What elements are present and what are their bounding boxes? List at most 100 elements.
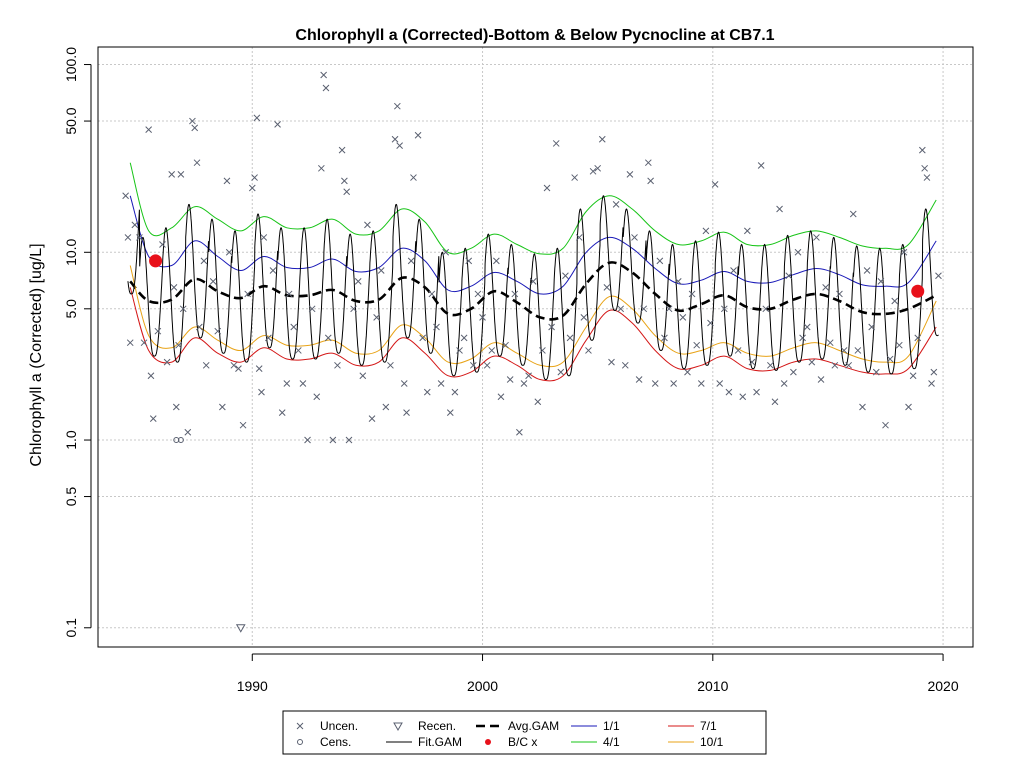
uncensored-point-97 — [502, 341, 509, 349]
uncensored-point-123 — [621, 361, 629, 369]
legend-symbol — [485, 739, 491, 745]
uncensored-point-144 — [716, 380, 724, 387]
uncensored-point-124 — [626, 171, 634, 178]
legend-label: Avg.GAM — [508, 719, 559, 733]
uncensored-point-132 — [661, 334, 668, 342]
uncensored-point-7 — [147, 372, 155, 380]
uncensored-point-110 — [562, 272, 569, 280]
uncensored-point-178 — [872, 368, 880, 376]
uncensored-point-182 — [891, 297, 899, 305]
uncensored-point-96 — [497, 393, 505, 401]
uncensored-point-175 — [859, 403, 866, 411]
uncensored-point-158 — [780, 380, 788, 387]
uncensored-point-8 — [149, 415, 157, 422]
uncensored-point-150 — [743, 227, 751, 235]
legend-label: Recen. — [418, 719, 456, 733]
fit-gam-line — [127, 195, 939, 380]
uncensored-point-148 — [734, 347, 742, 354]
uncensored-point-172 — [845, 361, 853, 369]
uncensored-point-136 — [679, 314, 687, 321]
uncensored-point-21 — [193, 159, 201, 167]
uncensored-point-48 — [299, 380, 307, 387]
uncensored-point-193 — [935, 272, 942, 280]
uncensored-point-9 — [154, 327, 162, 335]
legend-item-uncen-: Uncen. — [296, 719, 358, 733]
uncensored-point-60 — [343, 188, 351, 196]
uncensored-point-3 — [131, 221, 139, 229]
uncensored-point-75 — [403, 409, 410, 416]
uncensored-point-116 — [589, 167, 597, 175]
uncensored-point-141 — [702, 227, 710, 235]
uncensored-point-16 — [177, 171, 185, 178]
uncensored-point-10 — [159, 241, 166, 248]
uncensored-point-55 — [324, 334, 332, 342]
uncensored-point-170 — [836, 290, 843, 298]
uncensored-point-92 — [479, 314, 486, 321]
uncensored-point-162 — [799, 334, 806, 342]
uncensored-point-53 — [320, 71, 328, 79]
uncensored-point-78 — [414, 131, 422, 139]
uncensored-point-73 — [396, 142, 403, 149]
uncensored-point-63 — [354, 278, 362, 285]
uncensored-point-4 — [136, 234, 143, 241]
bc-points — [149, 254, 925, 298]
uncensored-point-88 — [460, 334, 468, 342]
chart-title: Chlorophyll a (Corrected)-Bottom & Below… — [295, 27, 774, 44]
x-tick-label-0: 1990 — [237, 678, 268, 694]
uncensored-point-50 — [308, 305, 316, 313]
uncensored-point-56 — [329, 436, 337, 444]
uncensored-point-179 — [877, 278, 885, 285]
uncensored-point-62 — [350, 305, 357, 313]
uncensored-point-59 — [341, 177, 348, 185]
uncensored-point-111 — [566, 334, 574, 342]
uncensored-point-83 — [437, 380, 445, 387]
uncensored-point-104 — [534, 398, 542, 406]
uncensored-point-117 — [594, 164, 602, 172]
uncensored-point-44 — [283, 380, 291, 387]
data-points — [122, 71, 942, 633]
uncensored-point-66 — [368, 415, 376, 422]
y-tick-label-1: 0.5 — [63, 487, 79, 507]
uncensored-point-142 — [707, 319, 714, 327]
uncensored-point-191 — [928, 380, 935, 387]
uncensored-point-28 — [223, 177, 231, 185]
bc-point-1 — [911, 284, 925, 298]
y-axis-label: Chlorophyll a (Corrected) [ug/L] — [28, 243, 45, 466]
legend-label: 1/1 — [603, 719, 620, 733]
uncensored-point-6 — [145, 126, 153, 134]
legend-symbol — [296, 722, 304, 730]
uncensored-point-112 — [571, 174, 578, 181]
uncensored-point-34 — [248, 184, 256, 192]
uncensored-point-54 — [322, 84, 330, 92]
uncensored-point-37 — [255, 365, 263, 373]
uncensored-point-93 — [483, 361, 491, 369]
series-lines — [127, 162, 939, 382]
uncensored-point-156 — [771, 398, 779, 406]
uncensored-point-100 — [516, 428, 523, 436]
uncensored-point-89 — [465, 257, 473, 265]
legend-symbol — [297, 739, 303, 745]
uncensored-point-32 — [239, 421, 247, 429]
uncensored-point-114 — [580, 314, 588, 321]
uncensored-point-102 — [525, 372, 532, 380]
uncensored-point-64 — [359, 372, 367, 380]
uncensored-point-36 — [253, 114, 261, 122]
uncensored-point-115 — [585, 347, 592, 354]
y-tick-label-0: 0.1 — [63, 618, 79, 638]
x-tick-label-1: 2000 — [467, 678, 498, 694]
y-axis: 0.1 0.5 1.0 5.0 10.0 50.0 100.0 — [63, 47, 92, 638]
uncensored-point-31 — [235, 365, 242, 373]
legend-item-avg-gam: Avg.GAM — [476, 719, 559, 733]
legend-label: 7/1 — [700, 719, 717, 733]
uncensored-point-139 — [693, 341, 701, 349]
uncensored-point-72 — [393, 102, 401, 110]
uncensored-point-185 — [905, 403, 912, 411]
uncensored-point-165 — [813, 234, 820, 241]
uncensored-point-19 — [189, 117, 196, 125]
uncensored-point-45 — [285, 290, 293, 298]
uncensored-point-12 — [168, 171, 176, 178]
uncensored-point-159 — [785, 272, 793, 280]
uncensored-point-52 — [318, 164, 325, 172]
uncensored-point-146 — [725, 388, 733, 396]
uncensored-point-90 — [469, 361, 477, 369]
